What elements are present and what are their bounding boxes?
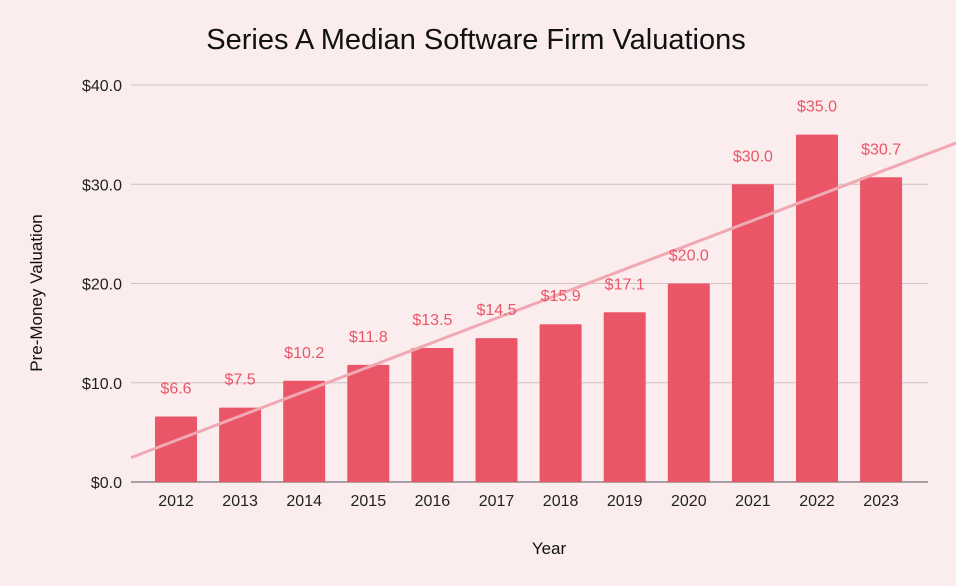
x-tick-label: 2020: [671, 493, 707, 510]
data-label: $7.5: [225, 372, 256, 389]
data-label: $11.8: [349, 329, 388, 346]
x-tick-label: 2017: [479, 493, 515, 510]
x-tick-label: 2019: [607, 493, 643, 510]
x-tick-label: 2021: [735, 493, 771, 510]
bar-2017: [475, 338, 518, 482]
bar-2015: [347, 364, 390, 482]
data-label: $30.7: [861, 141, 901, 158]
x-tick-label: 2012: [158, 493, 194, 510]
data-label: $30.0: [733, 148, 773, 165]
gridlines: [131, 84, 928, 483]
data-label: $17.1: [605, 276, 645, 293]
y-tick-label: $20.0: [82, 277, 122, 294]
y-tick-label: $30.0: [82, 177, 122, 194]
y-axis-title: Pre-Money Valuation: [27, 214, 46, 372]
x-tick-label: 2018: [543, 493, 579, 510]
data-label: $14.5: [476, 302, 516, 319]
trendline: [130, 141, 956, 460]
bar-2023: [860, 177, 903, 483]
bar-2016: [411, 348, 454, 482]
x-axis-ticks: 2012 2013 2014 2015 2016 2017 2018 2019 2020 2021…: [158, 493, 899, 510]
bar-2012: [155, 416, 197, 482]
y-tick-label: $10.0: [82, 376, 122, 393]
data-label: $15.9: [541, 288, 581, 305]
y-tick-label: $0.0: [91, 475, 122, 492]
bar-2020: [667, 283, 710, 482]
x-tick-label: 2016: [415, 493, 451, 510]
trendline-group: [130, 141, 956, 460]
x-tick-label: 2013: [222, 493, 258, 510]
x-tick-label: 2023: [863, 493, 899, 510]
data-label: $20.0: [669, 248, 709, 265]
bar-2018: [539, 324, 582, 482]
y-tick-label: $40.0: [82, 78, 122, 95]
bar-2013: [219, 407, 262, 482]
data-label: $13.5: [412, 312, 452, 329]
bar-2021: [731, 184, 774, 482]
bar-2014: [283, 380, 326, 482]
x-tick-label: 2014: [286, 493, 322, 510]
y-axis-ticks: $0.0 $10.0 $20.0 $30.0 $40.0: [82, 78, 122, 492]
chart-title: Series A Median Software Firm Valuations: [206, 24, 745, 56]
data-label: $35.0: [797, 99, 837, 116]
x-tick-label: 2022: [799, 493, 835, 510]
x-tick-label: 2015: [351, 493, 387, 510]
data-label: $10.2: [284, 345, 324, 362]
bars: [155, 134, 903, 483]
bar-2019: [603, 312, 646, 482]
x-axis-title: Year: [532, 539, 567, 558]
data-label: $6.6: [160, 380, 191, 397]
data-labels: $6.6 $7.5 $10.2 $11.8 $13.5 $14.5 $15.9 $17.1 $2…: [160, 99, 901, 398]
bar-2022: [796, 134, 838, 482]
